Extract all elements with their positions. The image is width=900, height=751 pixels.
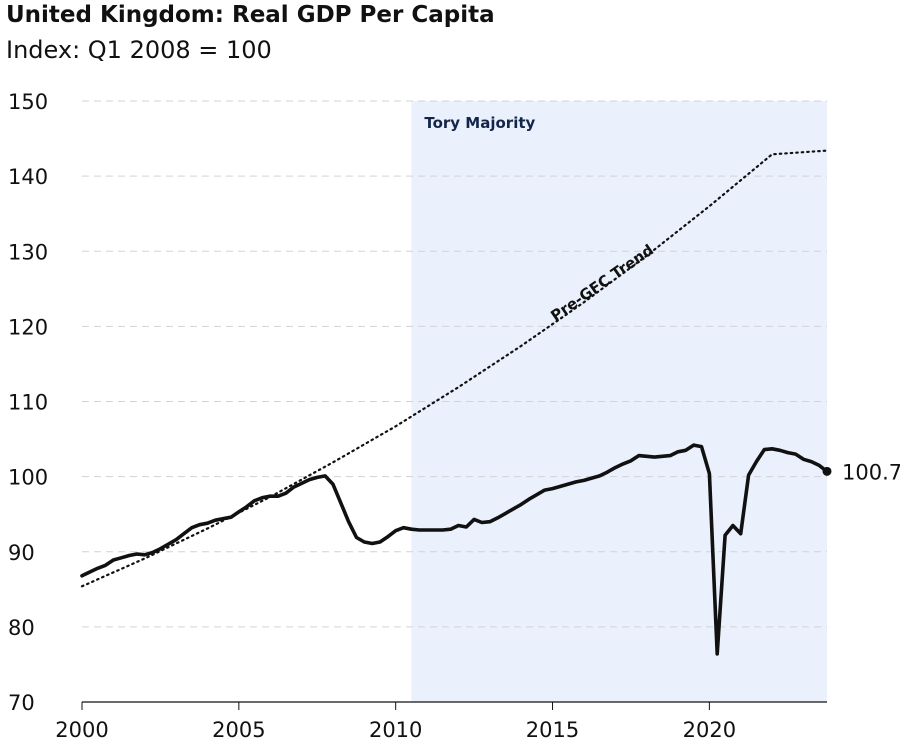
gdp-per-capita-line — [80, 443, 829, 656]
y-tick-label: 140 — [8, 165, 48, 189]
chart-subtitle: Index: Q1 2008 = 100 — [6, 36, 272, 64]
y-tick-label: 130 — [8, 240, 48, 264]
pre-gfc-trend-line — [80, 149, 829, 588]
axes: 70 80 90 100 110 120 130 140 150 2000 2005 2010 2015… — [8, 90, 827, 742]
tory-majority-label: Tory Majority — [424, 114, 535, 132]
tory-majority-region — [411, 101, 827, 702]
y-tick-label: 100 — [8, 466, 48, 490]
y-tick-label: 70 — [8, 691, 35, 715]
x-tick-label: 2015 — [526, 718, 579, 742]
shaded-region-layer: Tory Majority — [411, 101, 827, 702]
y-tick-label: 80 — [8, 616, 35, 640]
y-tick-label: 90 — [8, 541, 35, 565]
gridlines — [82, 100, 827, 628]
y-tick-label: 150 — [8, 90, 48, 114]
x-tick-label: 2000 — [55, 718, 108, 742]
x-tick-label: 2010 — [369, 718, 422, 742]
y-tick-label: 120 — [8, 315, 48, 339]
x-tick-label: 2005 — [212, 718, 265, 742]
x-tick-label: 2020 — [683, 718, 736, 742]
end-value-label: 100.7 — [842, 460, 900, 484]
end-point-marker — [822, 466, 832, 476]
y-tick-label: 110 — [8, 391, 48, 415]
chart-title: United Kingdom: Real GDP Per Capita — [6, 2, 495, 28]
series-layer — [80, 149, 829, 656]
